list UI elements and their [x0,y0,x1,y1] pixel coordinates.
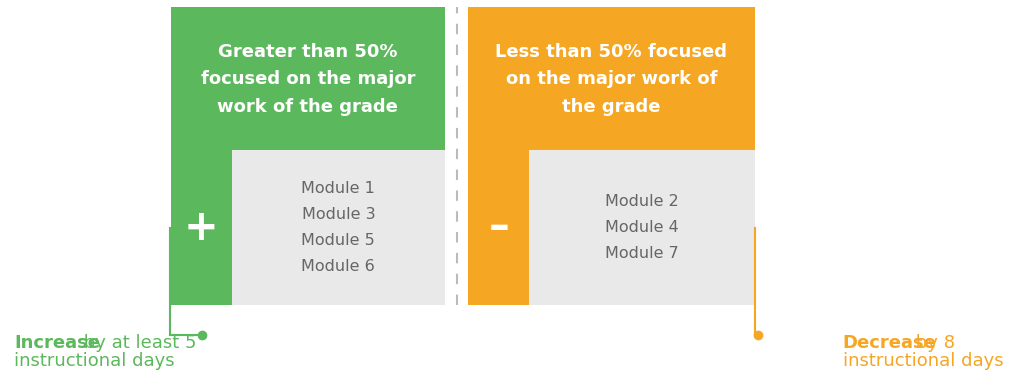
Text: Module 3: Module 3 [301,207,375,222]
Text: Module 5: Module 5 [301,233,375,248]
Text: by at least 5: by at least 5 [78,334,197,352]
Text: Module 6: Module 6 [301,259,375,274]
Text: Module 2: Module 2 [605,194,679,209]
Text: +: + [184,206,219,249]
FancyBboxPatch shape [171,150,231,305]
Text: Decrease: Decrease [843,334,937,352]
Text: –: – [488,206,509,249]
FancyBboxPatch shape [171,7,444,152]
FancyBboxPatch shape [468,7,755,152]
Text: Module 4: Module 4 [605,220,679,235]
FancyBboxPatch shape [468,150,529,305]
Text: instructional days: instructional days [14,352,175,370]
Text: Less than 50% focused
on the major work of
the grade: Less than 50% focused on the major work … [496,43,727,116]
FancyBboxPatch shape [529,150,755,305]
Text: Greater than 50%
focused on the major
work of the grade: Greater than 50% focused on the major wo… [201,43,415,116]
Text: Module 7: Module 7 [605,246,679,261]
FancyBboxPatch shape [231,150,444,305]
Text: by 8: by 8 [910,334,955,352]
Text: instructional days: instructional days [843,352,1004,370]
Text: Increase: Increase [14,334,100,352]
Text: Module 1: Module 1 [301,181,375,196]
